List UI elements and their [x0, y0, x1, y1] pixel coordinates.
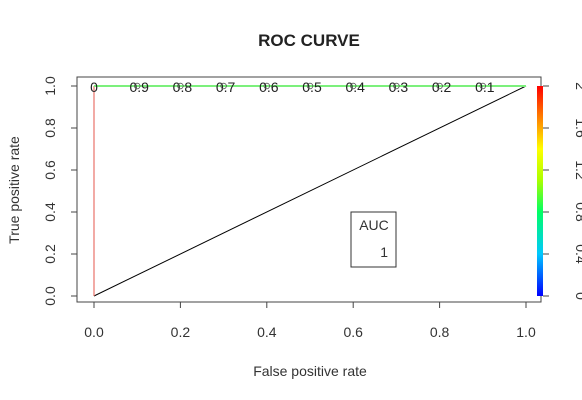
threshold-point [350, 82, 357, 90]
threshold-label: 0.2 [432, 79, 452, 95]
colorbar-tick-label: 1.2 [573, 160, 582, 180]
colorbar-tick-label: 1.6 [573, 118, 582, 138]
chart-title: ROC CURVE [258, 31, 360, 50]
y-tick-label: 0.4 [42, 202, 58, 222]
threshold-point [177, 82, 184, 90]
y-tick-label: 0.2 [42, 244, 58, 264]
threshold-label: 0 [90, 79, 98, 95]
x-axis: 0.0 0.2 0.4 0.6 0.8 1.0 [84, 301, 536, 340]
y-axis-label: True positive rate [6, 136, 22, 244]
colorbar-tick-label: 2 [573, 82, 582, 90]
x-tick-label: 0.8 [430, 324, 450, 340]
threshold-label: 0.3 [389, 79, 409, 95]
plot-frame [76, 76, 542, 303]
colorbar-tick-label: 0 [573, 292, 582, 300]
x-tick-label: 0.0 [84, 324, 104, 340]
x-tick-label: 0.4 [257, 324, 277, 340]
x-axis-label: False positive rate [253, 363, 367, 379]
auc-legend-title: AUC [359, 217, 389, 233]
colorbar-tick-label: 0.4 [573, 244, 582, 264]
threshold-point [133, 82, 141, 90]
y-tick-label: 0.6 [42, 160, 58, 180]
colorbar [537, 86, 543, 296]
x-tick-label: 1.0 [516, 324, 536, 340]
threshold-point [393, 82, 400, 90]
y-axis: 0.0 0.2 0.4 0.6 0.8 1.0 [42, 76, 78, 306]
colorbar-tick-label: 0.8 [573, 202, 582, 222]
threshold-label: 0.4 [345, 79, 365, 95]
threshold-label: 0.1 [475, 79, 495, 95]
threshold-label: 0.9 [129, 79, 149, 95]
threshold-label: 0.7 [216, 79, 236, 95]
auc-legend: AUC 1 [350, 211, 397, 268]
threshold-point [479, 82, 486, 90]
colorbar-axis: 0 0.4 0.8 1.2 1.6 2 [543, 82, 582, 300]
threshold-labels: 0 0.9 0.8 0.7 0.6 0.5 0.4 0.3 0.2 0.1 [90, 79, 495, 95]
threshold-point [220, 82, 227, 90]
diagonal-line [93, 85, 527, 297]
x-tick-label: 0.2 [171, 324, 191, 340]
y-tick-label: 0.8 [42, 118, 58, 138]
series-group [93, 85, 527, 297]
threshold-label: 0.5 [302, 79, 322, 95]
x-tick-label: 0.6 [343, 324, 363, 340]
y-tick-label: 0.0 [42, 286, 58, 306]
y-tick-label: 1.0 [42, 76, 58, 96]
threshold-label: 0.6 [259, 79, 279, 95]
threshold-point [436, 82, 443, 90]
threshold-label: 0.8 [173, 79, 193, 95]
auc-legend-box [350, 211, 397, 268]
auc-legend-value: 1 [380, 244, 388, 260]
threshold-point [306, 82, 314, 90]
threshold-point [263, 82, 270, 90]
